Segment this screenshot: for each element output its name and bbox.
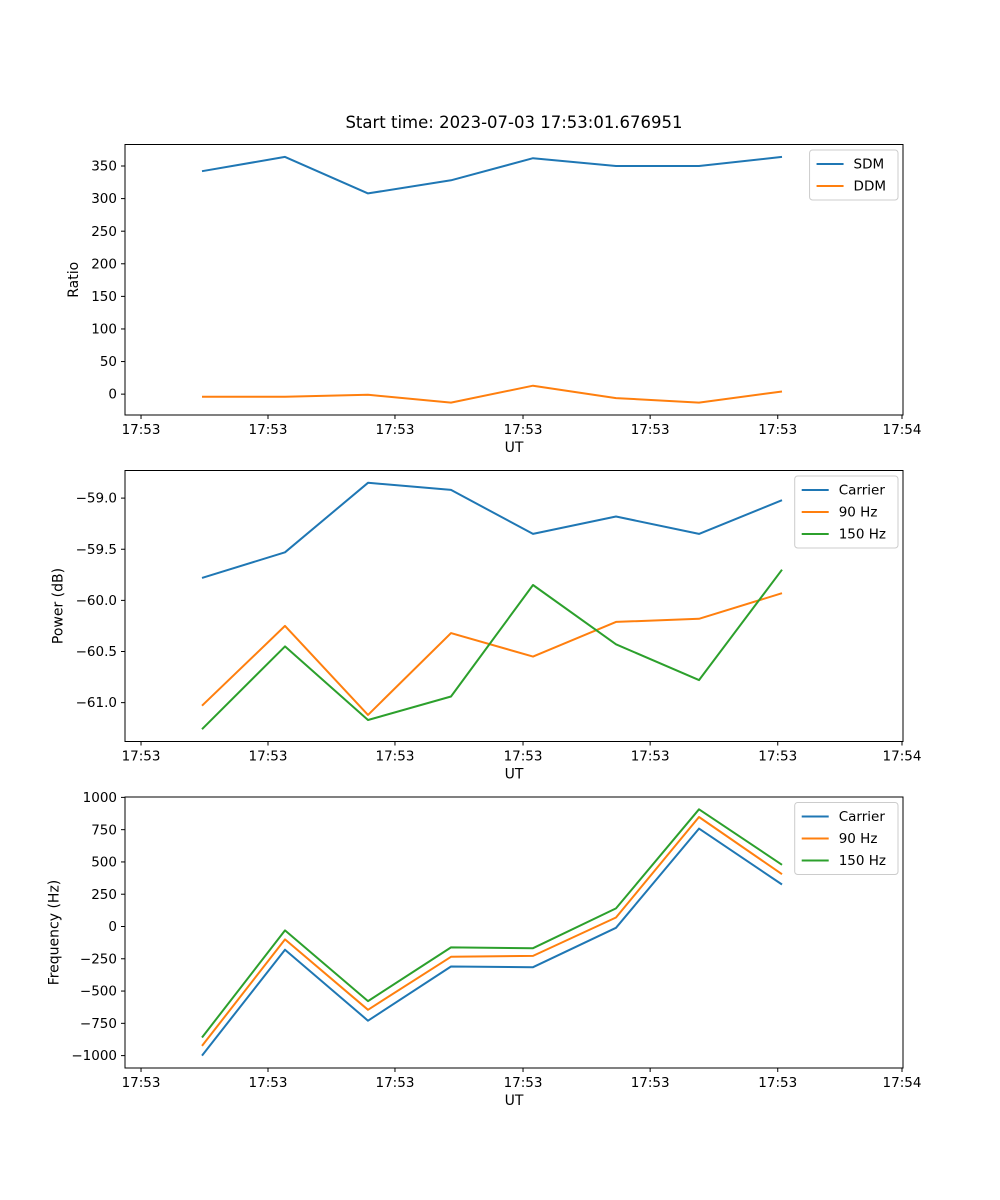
y-axis-label-frequency: Frequency (Hz) [46,880,62,986]
legend-label-carrier: Carrier [839,809,886,825]
y-tick-label: 750 [91,822,117,838]
axes-frame [124,470,904,742]
y-tick-label: 350 [91,159,117,175]
legend-label-90-hz: 90 Hz [839,831,878,847]
x-tick-label: 17:54 [883,422,922,438]
series-line-90-hz [201,816,783,1047]
y-tick-label: −500 [80,984,117,1000]
x-tick-label: 17:54 [883,1075,922,1091]
y-tick-label: −1000 [71,1048,117,1064]
y-tick-label: 0 [108,387,117,403]
legend-label-ddm: DDM [854,179,886,195]
x-tick-label: 17:54 [883,749,922,765]
y-tick-label: 200 [91,256,117,272]
x-axis-label-ratio: UT [505,440,524,456]
x-tick-label: 17:53 [122,749,161,765]
x-tick-label: 17:53 [376,749,415,765]
legend-label-150-hz: 150 Hz [839,853,886,869]
legend-power: Carrier 90 Hz 150 Hz [794,475,899,549]
x-tick-label: 17:53 [376,422,415,438]
axes-frame [124,144,904,416]
subplot-ratio: 350 300 250 200 150 100 50 0 17:53 17:53 17:53 17:5… [66,144,922,456]
x-tick-label: 17:53 [249,422,288,438]
x-axis-label-frequency: UT [505,1093,524,1109]
x-tick-label: 17:53 [631,749,670,765]
series-line-150-hz [201,808,783,1039]
legend-ratio: SDM DDM [809,149,899,201]
y-tick-label: 100 [91,322,117,338]
y-axis-label-ratio: Ratio [66,262,82,298]
axes-frame [124,796,904,1069]
y-tick-label: −250 [80,951,117,967]
y-tick-label: −60.5 [76,644,117,660]
x-tick-label: 17:53 [249,749,288,765]
series-line-carrier [201,827,783,1057]
y-tick-label: −61.0 [76,695,117,711]
y-tick-label: −750 [80,1016,117,1032]
legend-label-carrier: Carrier [839,483,886,499]
x-tick-label: 17:53 [504,749,543,765]
y-tick-label: 250 [91,224,117,240]
subplot-power: −59.0 −59.5 −60.0 −60.5 −61.0 17:53 17:53 17:53… [51,470,922,783]
legend-box [794,475,899,549]
legend-label-150-hz: 150 Hz [839,527,886,543]
y-tick-label: 300 [91,191,117,207]
x-tick-label: 17:53 [376,1075,415,1091]
series-line-sdm [201,155,783,195]
subplot-frequency: 1000 750 500 250 0 −250 −500 −750 −1000 17:53 17:5… [46,790,921,1109]
y-axis-label-power: Power (dB) [51,568,67,644]
x-tick-label: 17:53 [758,1075,797,1091]
x-tick-label: 17:53 [122,1075,161,1091]
y-tick-label: 50 [100,354,117,370]
x-tick-label: 17:53 [631,1075,670,1091]
series-line-150-hz [201,569,783,730]
x-axis-label-power: UT [505,767,524,783]
series-line-90-hz [201,592,783,716]
legend-box [794,802,899,875]
x-tick-label: 17:53 [758,749,797,765]
legend-label-sdm: SDM [854,157,885,173]
y-tick-label: 150 [91,289,117,305]
x-tick-label: 17:53 [249,1075,288,1091]
x-tick-label: 17:53 [504,422,543,438]
y-tick-label: −59.5 [76,542,117,558]
legend-label-90-hz: 90 Hz [839,505,878,521]
x-tick-label: 17:53 [758,422,797,438]
figure-title: Start time: 2023-07-03 17:53:01.676951 [345,113,683,132]
x-tick-label: 17:53 [122,422,161,438]
y-tick-label: 0 [108,919,117,935]
y-tick-label: −59.0 [76,491,117,507]
y-tick-label: 500 [91,855,117,871]
legend-frequency: Carrier 90 Hz 150 Hz [794,802,899,875]
y-tick-label: −60.0 [76,593,117,609]
y-tick-label: 1000 [83,790,117,806]
x-tick-label: 17:53 [631,422,670,438]
y-tick-label: 250 [91,887,117,903]
legend-box [809,149,899,201]
series-line-ddm [202,384,783,404]
x-tick-label: 17:53 [504,1075,543,1091]
series-line-carrier [201,481,783,579]
